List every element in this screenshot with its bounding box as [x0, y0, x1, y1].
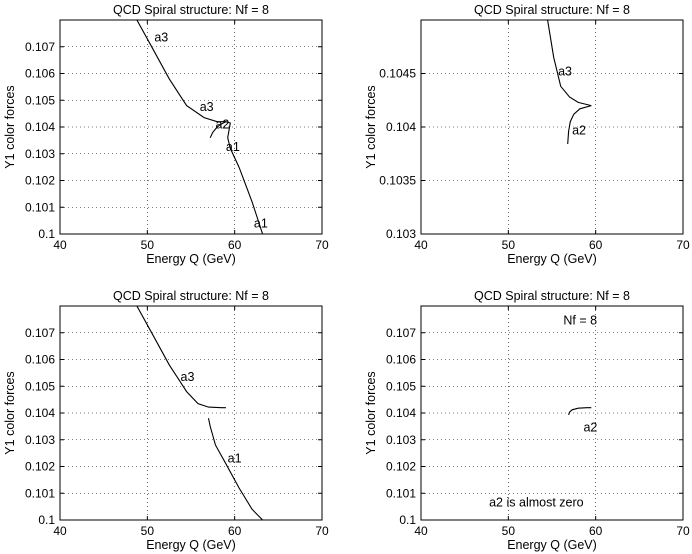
y-tick-label: 0.102 [25, 174, 55, 188]
x-tick-label: 50 [141, 524, 155, 538]
x-tick-label: 60 [589, 524, 603, 538]
annotation-label: a2 [572, 123, 586, 137]
annotation-label: a2 [583, 421, 597, 435]
annotation-label: a1 [226, 140, 240, 154]
series-line-1 [136, 20, 226, 123]
chart-title: QCD Spiral structure: Nf = 8 [474, 3, 630, 17]
y-tick-label: 0.106 [386, 353, 416, 367]
series-line-2 [207, 418, 263, 520]
series-line-2 [567, 105, 592, 145]
annotation-label: Nf = 8 [563, 314, 597, 328]
grid [60, 306, 322, 520]
annotation-label: a1 [228, 451, 242, 465]
x-tick-label: 60 [589, 238, 603, 252]
y-tick-label: 0.1 [38, 227, 55, 241]
y-tick-label: 0.102 [386, 460, 416, 474]
x-tick-label: 50 [141, 238, 155, 252]
annotation-label: a3 [154, 30, 168, 44]
y-axis-label: Y1 color forces [364, 85, 378, 168]
annotation-label: a1 [254, 216, 268, 230]
grid [60, 20, 322, 234]
x-axis-label: Energy Q (GeV) [507, 538, 597, 552]
y-tick-label: 0.101 [386, 486, 416, 500]
annotation-label: a3 [558, 65, 572, 79]
y-axis-label: Y1 color forces [3, 85, 17, 168]
plot-frame [59, 305, 323, 521]
annotation-label: a2 [215, 117, 229, 131]
y-tick-label: 0.105 [386, 379, 416, 393]
y-tick-label: 0.106 [25, 67, 55, 81]
y-axis-label: Y1 color forces [3, 371, 17, 454]
chart-panel-1: 40 50 60 70 0.1 0.101 0.102 0.103 0.104 0.105 0.10… [3, 3, 329, 266]
grid [421, 306, 683, 520]
y-tick-label: 0.103 [386, 227, 416, 241]
x-tick-label: 60 [228, 524, 242, 538]
x-tick-label: 50 [502, 238, 516, 252]
x-tick-label: 40 [53, 238, 67, 252]
y-tick-label: 0.101 [25, 486, 55, 500]
y-tick-label: 0.1045 [379, 67, 416, 81]
plot-frame [420, 305, 684, 521]
y-tick-label: 0.104 [25, 120, 55, 134]
y-tick-label: 0.106 [25, 353, 55, 367]
y-tick-label: 0.102 [25, 460, 55, 474]
y-tick-label: 0.105 [25, 379, 55, 393]
series-line-1 [568, 407, 592, 416]
x-tick-label: 50 [502, 524, 516, 538]
y-tick-label: 0.105 [25, 93, 55, 107]
x-tick-label: 40 [414, 524, 428, 538]
y-tick-label: 0.103 [25, 147, 55, 161]
x-tick-label: 40 [53, 524, 67, 538]
y-tick-label: 0.107 [25, 40, 55, 54]
annotation-label: a2 is almost zero [489, 496, 584, 510]
annotation-label: a3 [200, 100, 214, 114]
x-tick-label: 70 [315, 238, 329, 252]
plot-frame [59, 19, 323, 235]
chart-panel-4: 40 50 60 70 0.1 0.101 0.102 0.103 0.104 0.105 0.10… [364, 289, 690, 552]
series-line-1 [547, 20, 592, 107]
y-tick-label: 0.1035 [379, 174, 416, 188]
x-tick-label: 70 [676, 238, 690, 252]
y-tick-label: 0.1 [38, 513, 55, 527]
y-tick-label: 0.104 [386, 120, 416, 134]
x-tick-label: 60 [228, 238, 242, 252]
x-axis-label: Energy Q (GeV) [146, 538, 236, 552]
chart-panel-2: 40 50 60 70 0.103 0.1035 0.104 0.1045 QCD Spiral… [364, 3, 690, 266]
series-line-1 [136, 306, 226, 409]
x-axis-label: Energy Q (GeV) [507, 252, 597, 266]
chart-title: QCD Spiral structure: Nf = 8 [113, 289, 269, 303]
y-tick-label: 0.107 [386, 326, 416, 340]
y-tick-label: 0.103 [386, 433, 416, 447]
x-tick-label: 70 [315, 524, 329, 538]
y-tick-label: 0.101 [25, 200, 55, 214]
x-tick-label: 40 [414, 238, 428, 252]
y-axis-label: Y1 color forces [364, 371, 378, 454]
y-tick-label: 0.107 [25, 326, 55, 340]
y-tick-label: 0.104 [386, 406, 416, 420]
grid [421, 20, 683, 234]
y-tick-label: 0.104 [25, 406, 55, 420]
chart-title: QCD Spiral structure: Nf = 8 [113, 3, 269, 17]
annotation-label: a3 [181, 370, 195, 384]
chart-title: QCD Spiral structure: Nf = 8 [474, 289, 630, 303]
series-line-2 [209, 121, 264, 234]
plot-frame [420, 19, 684, 235]
x-axis-label: Energy Q (GeV) [146, 252, 236, 266]
y-tick-label: 0.103 [25, 433, 55, 447]
chart-panel-3: 40 50 60 70 0.1 0.101 0.102 0.103 0.104 0.105 0.10… [3, 289, 329, 552]
x-tick-label: 70 [676, 524, 690, 538]
y-tick-label: 0.1 [399, 513, 416, 527]
